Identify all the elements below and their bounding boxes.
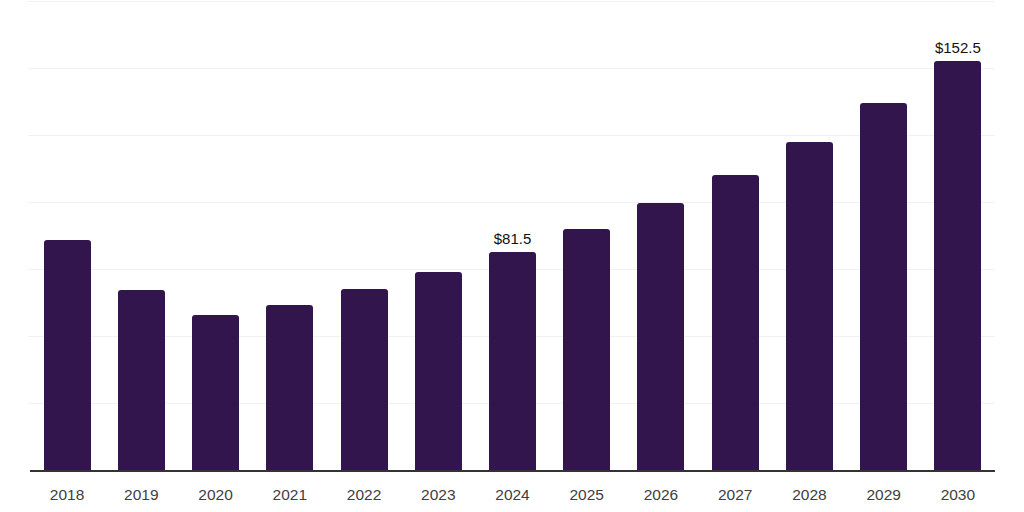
x-tick-2022: 2022 [347,487,381,503]
bar-2020 [192,315,239,470]
data-label-2024: $81.5 [494,231,532,246]
x-tick-2020: 2020 [198,487,232,503]
bar-2018 [44,240,91,470]
x-tick-2023: 2023 [421,487,455,503]
plot-area: $81.5 $152.5 [30,1,995,470]
gridline-100 [28,202,995,203]
bar-2024 [489,252,536,470]
bar-2019 [118,290,165,470]
bar-chart: $81.5 $152.5 2018 2019 2020 2021 2022 2023 2024… [0,0,1024,512]
x-tick-2029: 2029 [866,487,900,503]
bar-2021 [266,305,313,470]
x-tick-2025: 2025 [569,487,603,503]
bar-2023 [415,272,462,470]
x-tick-2026: 2026 [644,487,678,503]
x-tick-2024: 2024 [495,487,529,503]
bar-2022 [341,289,388,470]
gridline-175 [28,1,995,2]
bar-2026 [637,203,684,470]
x-tick-2028: 2028 [792,487,826,503]
x-tick-2030: 2030 [941,487,975,503]
gridline-150 [28,68,995,69]
x-tick-2027: 2027 [718,487,752,503]
bar-2028 [786,142,833,470]
x-tick-2021: 2021 [273,487,307,503]
bar-2027 [712,175,759,470]
bar-2029 [860,103,907,470]
data-label-2030: $152.5 [935,40,981,55]
x-tick-2018: 2018 [50,487,84,503]
bar-2025 [563,229,610,470]
bar-2030 [934,61,981,470]
gridline-125 [28,135,995,136]
x-axis-line [30,470,995,472]
x-tick-2019: 2019 [124,487,158,503]
